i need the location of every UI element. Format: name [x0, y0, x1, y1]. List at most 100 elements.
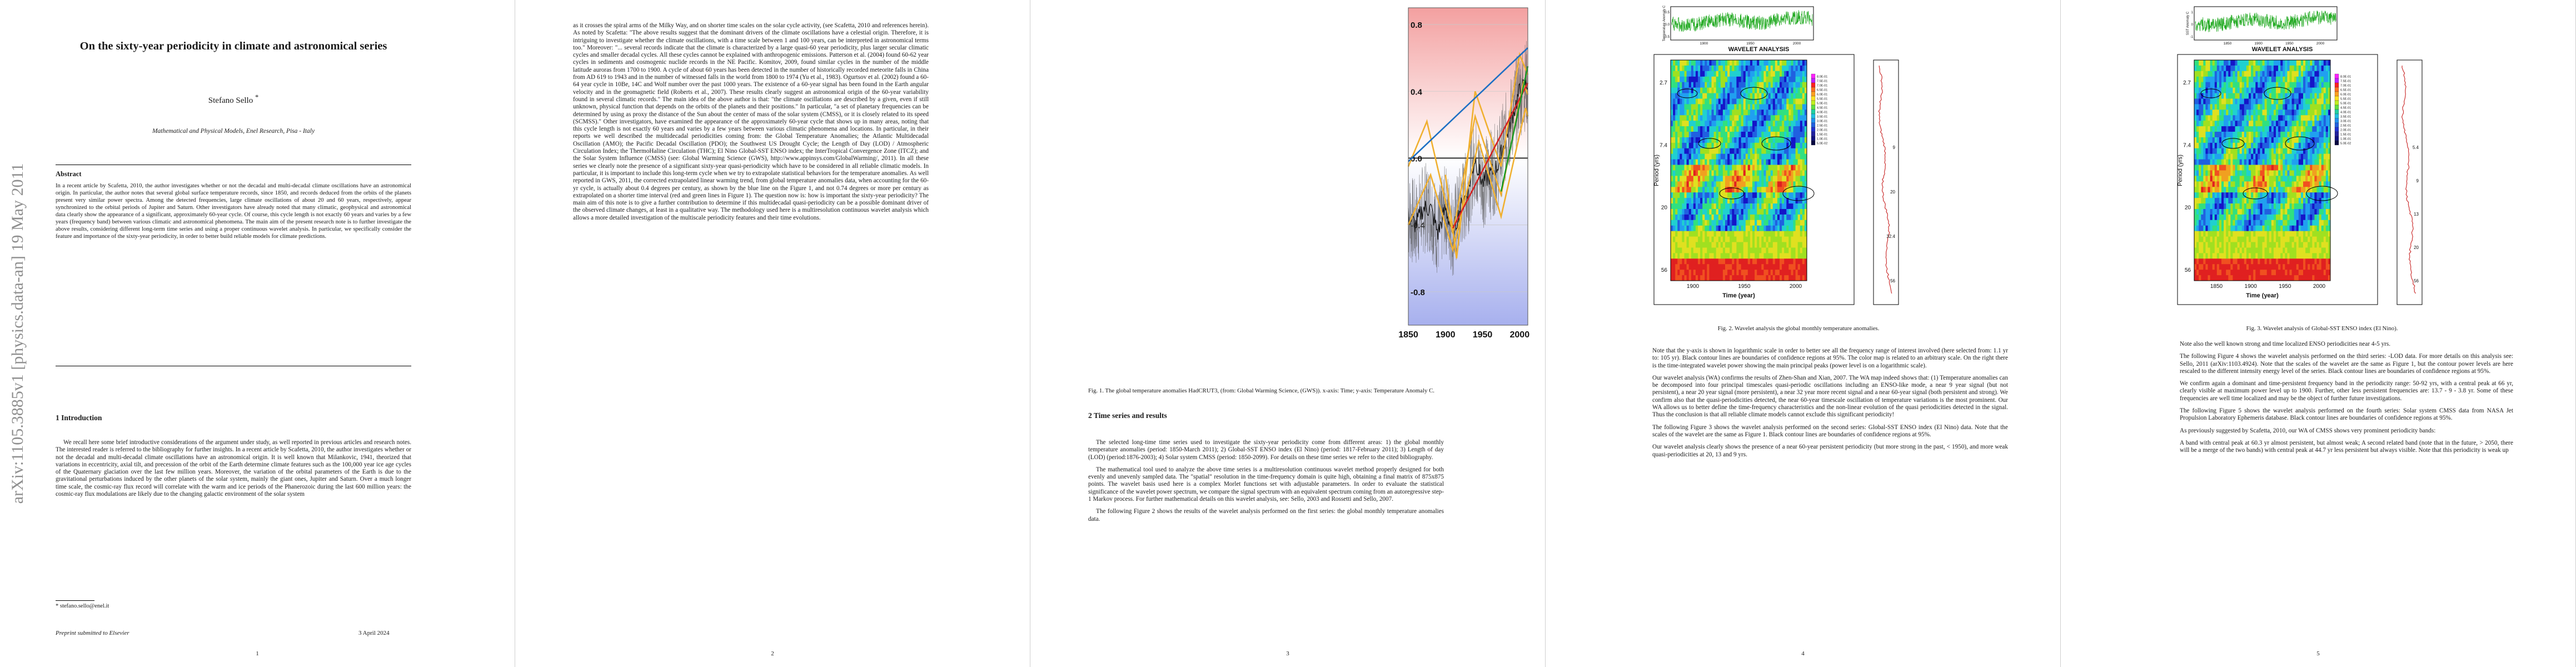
heatmap-cell [2262, 275, 2265, 281]
heatmap-cell [1702, 242, 1705, 248]
heatmap-cell [2298, 203, 2301, 210]
heatmap-cell [2260, 165, 2263, 171]
heatmap-cell [2310, 93, 2313, 99]
heatmap-cell [2264, 142, 2268, 149]
heatmap-cell [1711, 142, 1714, 149]
heatmap-cell [2308, 71, 2310, 77]
confidence-contour [2285, 136, 2315, 151]
heatmap-cell [1780, 247, 1782, 253]
heatmap-cell [1782, 258, 1785, 265]
heatmap-cell [2208, 87, 2210, 93]
heatmap-cell [2328, 148, 2331, 155]
heatmap-cell [2205, 187, 2208, 193]
heatmap-cell [2201, 159, 2204, 165]
heatmap-cell [1793, 264, 1796, 270]
heatmap-cell [1800, 203, 1803, 210]
heatmap-cell [2216, 275, 2220, 281]
heatmap-cell [1752, 82, 1755, 88]
heatmap-cell [1757, 82, 1760, 88]
heatmap-cell [2323, 192, 2326, 198]
heatmap-cell [1780, 242, 1782, 248]
heatmap-cell [2241, 159, 2245, 165]
heatmap-cell [1711, 203, 1714, 210]
heatmap-cell [2266, 126, 2270, 132]
heatmap-cell [2251, 275, 2254, 281]
heatmap-cell [2300, 275, 2304, 281]
heatmap-cell [1791, 76, 1793, 83]
heatmap-cell [1802, 270, 1805, 276]
heatmap-cell [1732, 170, 1735, 176]
heatmap-cell [1705, 142, 1707, 149]
heatmap-cell [2203, 181, 2206, 187]
heatmap-cell [1693, 82, 1696, 88]
heatmap-cell [2276, 176, 2279, 182]
heatmap-cell [2212, 98, 2215, 104]
heatmap-cell [1730, 225, 1732, 232]
heatmap-cell [1713, 247, 1717, 253]
heatmap-cell [2287, 242, 2290, 248]
heatmap-cell [1671, 242, 1673, 248]
heatmap-cell [1802, 247, 1805, 253]
heatmap-cell [2312, 231, 2315, 237]
heatmap-cell [2269, 109, 2272, 116]
heatmap-cell [1716, 209, 1719, 215]
heatmap-cell [1786, 236, 1789, 242]
heatmap-cell [1782, 115, 1785, 121]
heatmap-cell [1730, 93, 1732, 99]
heatmap-cell [2230, 153, 2233, 160]
heatmap-cell [1768, 181, 1771, 187]
heatmap-cell [2255, 170, 2258, 176]
heatmap-cell [2203, 225, 2206, 232]
heatmap-cell [2208, 121, 2210, 127]
heatmap-cell [2273, 198, 2276, 204]
heatmap-cell [2214, 109, 2218, 116]
heatmap-cell [2296, 76, 2299, 83]
heatmap-cell [1768, 170, 1771, 176]
heatmap-cell [2276, 231, 2279, 237]
heatmap-cell [1745, 203, 1748, 210]
paragraph: Note that the y-axis is shown in logarit… [1652, 347, 2008, 369]
heatmap-cell [2246, 121, 2249, 127]
paragraph: The selected long-time time series used … [1088, 439, 1444, 461]
heatmap-cell [2208, 176, 2210, 182]
heatmap-cell [2285, 203, 2288, 210]
heatmap-cell [1750, 165, 1753, 171]
heatmap-cell [2203, 231, 2206, 237]
heatmap-cell [1802, 159, 1805, 165]
heatmap-cell [2237, 176, 2240, 182]
heatmap-cell [2273, 242, 2276, 248]
heatmap-cell [1772, 148, 1776, 155]
colorbar-label: 1.5E-01 [1817, 133, 1827, 137]
heatmap-cell [2303, 142, 2306, 149]
heatmap-cell [1736, 153, 1739, 160]
heatmap-cell [2266, 82, 2270, 88]
heatmap-cell [1705, 137, 1707, 143]
heatmap-cell [1800, 159, 1803, 165]
heatmap-cell [2273, 60, 2276, 66]
heatmap-cell [2212, 187, 2215, 193]
heatmap-cell [1725, 142, 1728, 149]
heatmap-cell [2246, 170, 2249, 176]
heatmap-cell [1770, 115, 1773, 121]
heatmap-cell [2260, 148, 2263, 155]
heatmap-cell [2323, 165, 2326, 171]
heatmap-cell [2289, 203, 2292, 210]
heatmap-cell [2246, 126, 2249, 132]
heatmap-cell [2228, 198, 2231, 204]
colorbar-label: 5.5E-01 [1817, 98, 1827, 101]
heatmap-cell [2199, 65, 2201, 72]
heatmap-cell [2246, 132, 2249, 138]
heatmap-cell [1698, 209, 1701, 215]
series-y-label: SST Anomaly C [2186, 11, 2190, 35]
heatmap-cell [2285, 137, 2288, 143]
heatmap-cell [2310, 76, 2313, 83]
heatmap-cell [2212, 198, 2215, 204]
heatmap-cell [2278, 253, 2281, 259]
heatmap-cell [1695, 121, 1698, 127]
heatmap-cell [2314, 98, 2317, 104]
heatmap-cell [1680, 231, 1682, 237]
heatmap-cell [1725, 93, 1728, 99]
heatmap-cell [2208, 275, 2210, 281]
heatmap-cell [1738, 187, 1741, 193]
heatmap-cell [2216, 231, 2220, 237]
